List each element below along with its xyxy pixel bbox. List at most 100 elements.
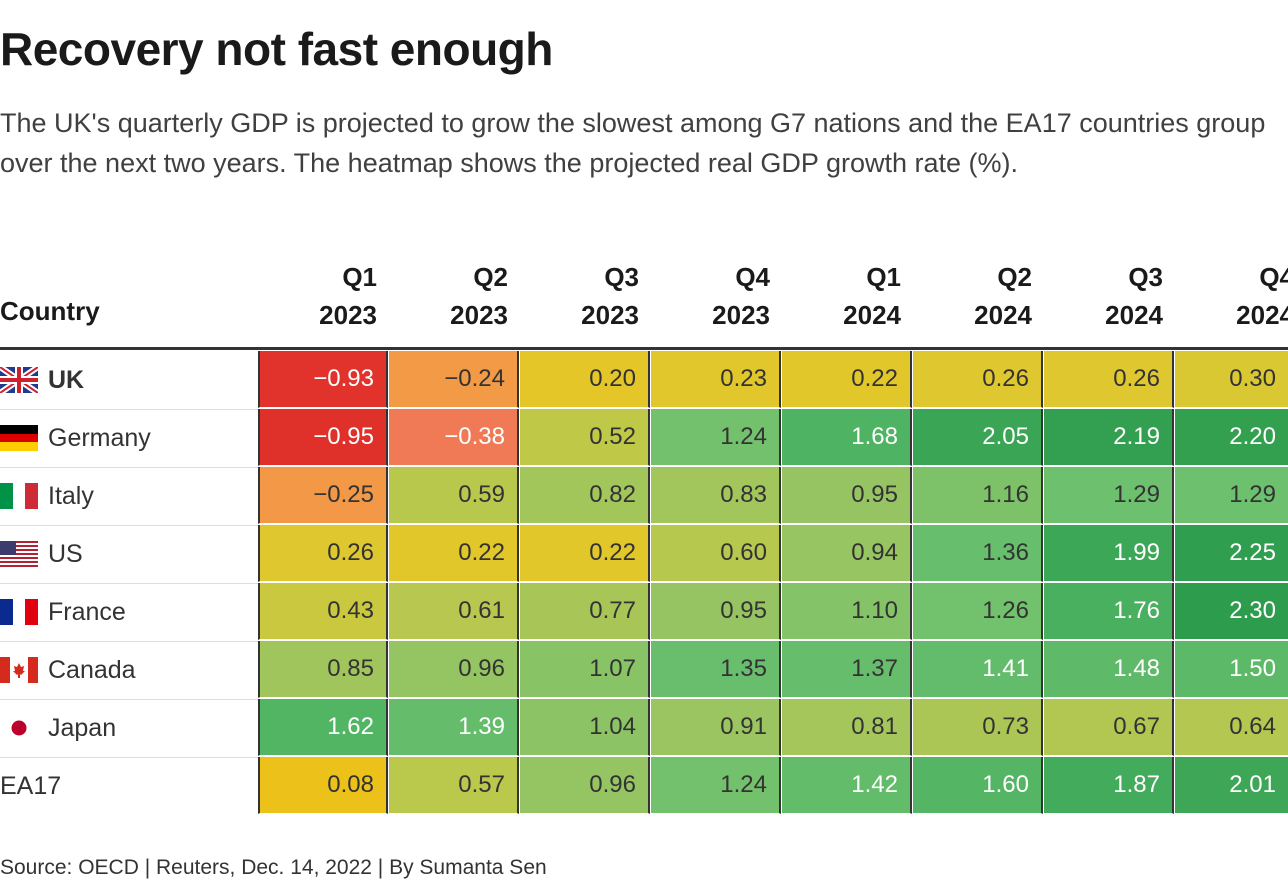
column-header: Q1 2023 [258,258,389,334]
table-header-row: Country Q1 2023 Q2 2023 Q3 2023 Q4 2023 Q1 2024 Q2… [0,258,1288,348]
country-label: Canada [0,641,258,699]
column-header: Q4 2024 [1175,258,1288,334]
source-note: Source: OECD | Reuters, Dec. 14, 2022 | … [0,856,547,879]
header-divider [0,347,1288,350]
heatmap-cell: 1.04 [520,699,650,756]
column-header: Q2 2023 [389,258,520,334]
heatmap-cell: 0.23 [651,351,781,408]
heatmap-cell: 2.20 [1175,409,1288,466]
column-header: Q1 2024 [782,258,913,334]
japan-flag-icon [0,715,38,741]
heatmap-cell: −0.95 [258,409,388,466]
heatmap-cell: 0.95 [651,583,781,640]
chart-title: Recovery not fast enough [0,23,553,75]
heatmap-cell: 0.60 [651,525,781,582]
column-header-quarter: Q2 [997,262,1032,292]
row-divider [0,641,258,642]
column-header: Q3 2023 [520,258,651,334]
heatmap-cell: −0.38 [389,409,519,466]
heatmap-cell: 0.94 [782,525,912,582]
heatmap-cell: 0.22 [782,351,912,408]
heatmap-cell: −0.25 [258,467,388,524]
heatmap-cell: 1.24 [651,409,781,466]
column-header-year: 2023 [581,300,639,330]
heatmap-cell: 1.50 [1175,641,1288,698]
country-name: Canada [48,655,136,684]
country-name: Germany [48,423,151,452]
country-label: Germany [0,409,258,467]
heatmap-cell: 0.57 [389,757,519,814]
heatmap-cell: 1.36 [913,525,1043,582]
heatmap-cell: 0.20 [520,351,650,408]
row-divider [0,757,258,758]
row-divider [0,525,258,526]
heatmap-row: UK −0.93 −0.24 0.20 0.23 0.22 0.26 0.26 0.30 [0,351,1288,409]
heatmap-cell: 1.10 [782,583,912,640]
heatmap-row: Japan 1.62 1.39 1.04 0.91 0.81 0.73 0.67 0.64 [0,699,1288,757]
column-header: Q3 2024 [1044,258,1175,334]
heatmap-cell: 1.07 [520,641,650,698]
heatmap-cell: 0.43 [258,583,388,640]
row-divider [0,409,258,410]
column-header-quarter: Q2 [473,262,508,292]
heatmap-cell: 1.26 [913,583,1043,640]
row-divider [0,583,258,584]
country-label: France [0,583,258,641]
canada-flag-icon [0,657,38,683]
country-name: US [48,539,83,568]
heatmap-cell: −0.93 [258,351,388,408]
france-flag-icon [0,599,38,625]
heatmap-cell: 0.96 [520,757,650,814]
heatmap-cell: 0.52 [520,409,650,466]
country-label: Italy [0,467,258,525]
heatmap-cell: 0.82 [520,467,650,524]
country-name: Italy [48,481,94,510]
heatmap-row: Canada 0.85 0.96 1.07 1.35 1.37 1.41 1.48 1.50 [0,641,1288,699]
column-header-year: 2024 [1236,300,1288,330]
column-header-quarter: Q1 [866,262,901,292]
column-header-year: 2024 [974,300,1032,330]
heatmap-row: Italy −0.25 0.59 0.82 0.83 0.95 1.16 1.29 1.29 [0,467,1288,525]
column-header-year: 2023 [319,300,377,330]
heatmap-cell: 0.08 [258,757,388,814]
heatmap-cell: 1.16 [913,467,1043,524]
column-header-quarter: Q4 [735,262,770,292]
heatmap-cell: 1.60 [913,757,1043,814]
heatmap-cell: −0.24 [389,351,519,408]
heatmap-cell: 1.37 [782,641,912,698]
heatmap-cell: 1.29 [1044,467,1174,524]
row-divider [0,699,258,700]
country-label: UK [0,351,258,409]
us-flag-icon [0,541,38,567]
heatmap-cell: 0.85 [258,641,388,698]
row-divider [0,467,258,468]
heatmap-cell: 1.62 [258,699,388,756]
heatmap-cell: 2.19 [1044,409,1174,466]
heatmap-cell: 0.83 [651,467,781,524]
heatmap-cell: 0.26 [1044,351,1174,408]
heatmap-cell: 0.64 [1175,699,1288,756]
germany-flag-icon [0,425,38,451]
heatmap-cell: 0.22 [520,525,650,582]
heatmap-cell: 1.99 [1044,525,1174,582]
heatmap-cell: 0.91 [651,699,781,756]
italy-flag-icon [0,483,38,509]
heatmap-cell: 0.26 [913,351,1043,408]
column-header-quarter: Q3 [1128,262,1163,292]
heatmap-row: EA17 0.08 0.57 0.96 1.24 1.42 1.60 1.87 2.01 [0,757,1288,815]
heatmap-row: US 0.26 0.22 0.22 0.60 0.94 1.36 1.99 2.25 [0,525,1288,583]
column-header: Q2 2024 [913,258,1044,334]
column-header-quarter: Q3 [604,262,639,292]
heatmap-cell: 2.30 [1175,583,1288,640]
heatmap-row: France 0.43 0.61 0.77 0.95 1.10 1.26 1.76 2.30 [0,583,1288,641]
country-label: US [0,525,258,583]
column-header: Q4 2023 [651,258,782,334]
heatmap-cell: 0.61 [389,583,519,640]
country-name: EA17 [0,771,62,800]
column-header-year: 2023 [712,300,770,330]
column-header-quarter: Q1 [342,262,377,292]
country-name: France [48,597,126,626]
heatmap-cell: 1.41 [913,641,1043,698]
column-header-year: 2024 [1105,300,1163,330]
country-label: EA17 [0,757,258,815]
